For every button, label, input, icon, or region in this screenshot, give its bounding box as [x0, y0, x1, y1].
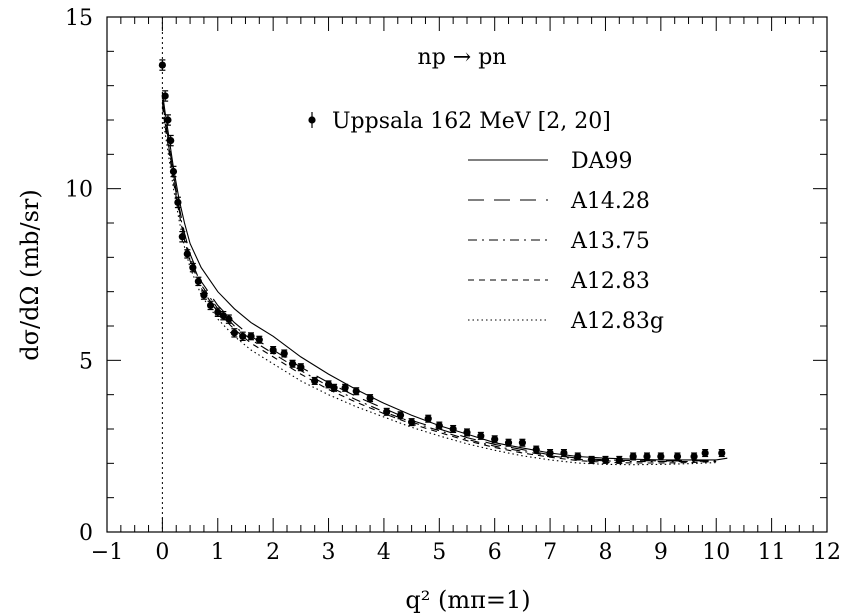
chart-title: np → pn	[418, 45, 507, 70]
data-point	[615, 456, 623, 464]
data-point	[383, 408, 391, 416]
data-point	[657, 452, 665, 461]
data-point	[532, 446, 540, 454]
data-point	[588, 456, 596, 464]
data-point	[408, 418, 416, 426]
y-tick-label: 0	[79, 521, 93, 546]
data-point	[324, 380, 333, 388]
data-points	[158, 59, 726, 464]
data-point	[200, 291, 208, 299]
data-point	[560, 449, 568, 457]
data-point	[230, 329, 238, 337]
x-tick-label: 1	[211, 540, 225, 565]
legend-label-a13-75: A13.75	[570, 229, 650, 254]
data-point	[255, 336, 263, 344]
data-point	[673, 452, 682, 461]
data-point	[161, 92, 169, 100]
data-point	[629, 452, 637, 461]
x-tick-label: −1	[91, 540, 123, 565]
x-tick-label: 0	[155, 540, 169, 565]
x-tick-label: 4	[377, 540, 391, 565]
data-point	[183, 250, 191, 258]
data-point	[219, 312, 227, 320]
data-point	[463, 428, 471, 437]
data-point	[701, 449, 709, 457]
data-point	[178, 233, 186, 241]
y-tick-label: 15	[65, 6, 93, 31]
x-tick-label: 9	[654, 540, 668, 565]
data-point	[518, 439, 526, 447]
data-point	[225, 315, 233, 323]
data-point	[396, 411, 405, 419]
y-tick-label: 5	[79, 349, 93, 374]
data-point	[574, 452, 582, 461]
data-point	[239, 332, 247, 340]
x-tick-label: 10	[702, 540, 730, 565]
x-tick-label: 5	[432, 540, 446, 565]
data-point	[435, 421, 443, 430]
data-point	[169, 167, 178, 176]
data-point	[546, 449, 554, 457]
x-tick-label: 7	[543, 540, 557, 565]
data-point	[366, 394, 374, 402]
data-point	[194, 277, 202, 285]
data-point	[690, 452, 698, 461]
data-point	[352, 387, 360, 395]
legend-label-a14-28: A14.28	[570, 189, 650, 214]
legend-label-a12-83: A12.83	[570, 269, 650, 294]
data-point	[311, 377, 319, 385]
legend-label-a12-83g: A12.83g	[570, 309, 664, 334]
data-point	[491, 435, 499, 443]
data-point	[330, 384, 338, 392]
y-tick-label: 10	[65, 178, 93, 203]
series-line-a12-83	[161, 106, 717, 464]
x-axis-label: q² (mπ=1)	[405, 586, 530, 614]
x-tick-label: 12	[813, 540, 841, 565]
y-axis-label: dσ/dΩ (mb/sr)	[16, 189, 44, 360]
data-point	[189, 264, 197, 272]
data-point	[504, 439, 513, 447]
data-point	[280, 349, 288, 358]
data-point	[269, 346, 277, 354]
data-point	[449, 425, 457, 433]
data-point	[297, 363, 305, 371]
data-point	[164, 116, 172, 124]
data-point	[214, 308, 222, 316]
data-point	[718, 449, 726, 457]
data-point	[424, 415, 432, 423]
data-point	[341, 384, 349, 392]
x-tick-label: 3	[322, 540, 336, 565]
x-tick-label: 8	[598, 540, 612, 565]
data-point	[477, 432, 485, 440]
x-tick-label: 11	[758, 540, 786, 565]
data-point	[643, 452, 651, 461]
legend-label-da99: DA99	[571, 149, 633, 174]
data-point	[174, 198, 182, 206]
data-point	[288, 360, 297, 368]
x-tick-label: 6	[488, 540, 502, 565]
legend-marker-point	[308, 116, 316, 124]
data-point	[158, 61, 166, 69]
data-point	[601, 456, 610, 464]
x-tick-label: 2	[266, 540, 280, 565]
legend-label-data: Uppsala 162 MeV [2, 20]	[332, 109, 611, 134]
legend: Uppsala 162 MeV [2, 20] DA99 A14.28 A13.75 A…	[308, 109, 664, 334]
data-point	[167, 137, 175, 145]
data-point	[206, 301, 215, 309]
data-point	[247, 332, 255, 340]
